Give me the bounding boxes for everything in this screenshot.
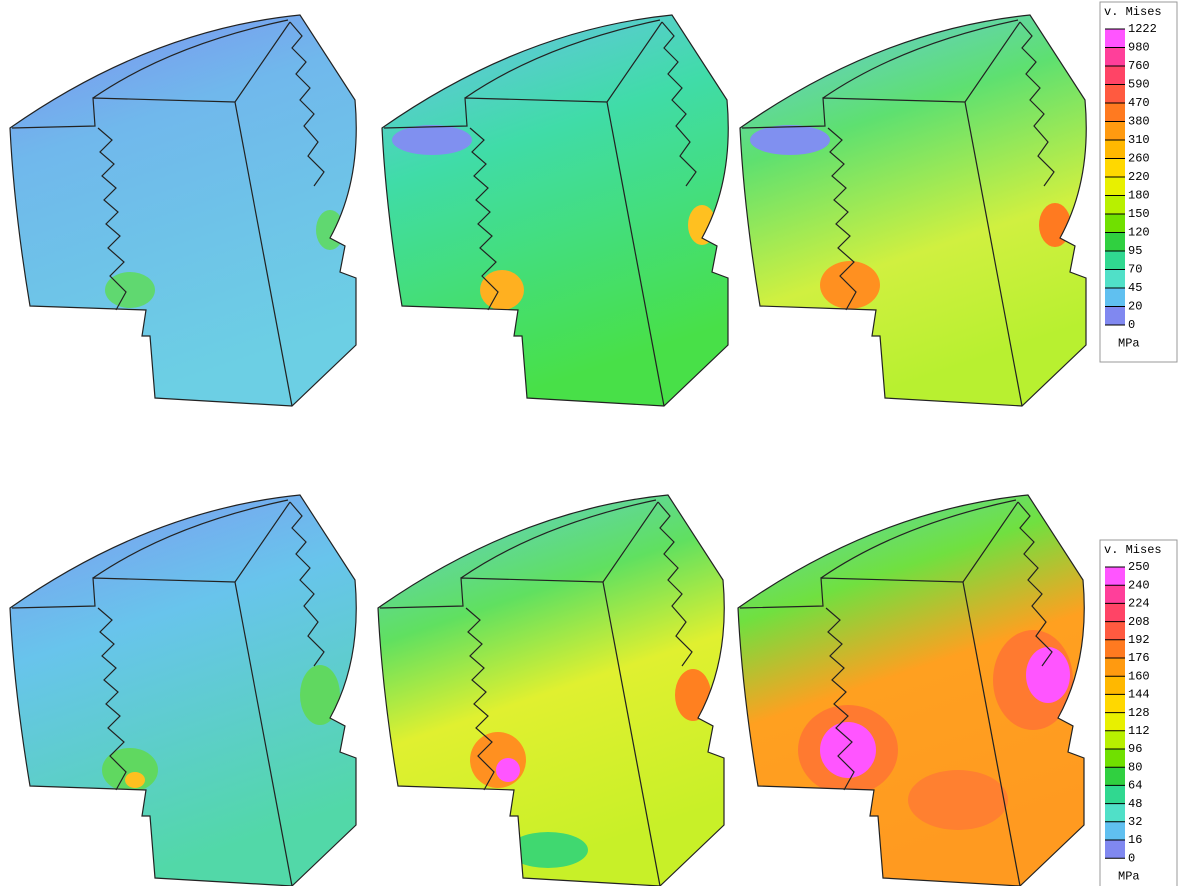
specimen bbox=[737, 494, 1085, 886]
legend-label: 0 bbox=[1128, 851, 1135, 865]
legend-label: 128 bbox=[1128, 706, 1150, 720]
color-swatch bbox=[1105, 730, 1125, 749]
color-swatch bbox=[1105, 676, 1125, 695]
color-swatch bbox=[1105, 840, 1125, 859]
color-swatch bbox=[1105, 84, 1125, 103]
legend-label: 220 bbox=[1128, 170, 1150, 184]
legend-label: 180 bbox=[1128, 189, 1150, 203]
color-swatch bbox=[1105, 47, 1125, 66]
specimen bbox=[377, 494, 725, 886]
color-swatch bbox=[1105, 29, 1125, 48]
color-swatch bbox=[1105, 603, 1125, 622]
legend-unit: MPa bbox=[1118, 870, 1140, 884]
color-swatch bbox=[1105, 785, 1125, 804]
legend-label: 224 bbox=[1128, 597, 1150, 611]
color-swatch bbox=[1105, 66, 1125, 85]
legend-label: 144 bbox=[1128, 688, 1150, 702]
legend-label: 980 bbox=[1128, 41, 1150, 55]
legend-title: v. Mises bbox=[1104, 5, 1162, 19]
legend-label: 20 bbox=[1128, 300, 1142, 314]
color-swatch bbox=[1105, 195, 1125, 214]
legend-title: v. Mises bbox=[1104, 543, 1162, 557]
legend-label: 150 bbox=[1128, 207, 1150, 221]
specimen bbox=[9, 14, 357, 407]
legend-label: 120 bbox=[1128, 226, 1150, 240]
legend-label: 70 bbox=[1128, 263, 1142, 277]
legend-label: 380 bbox=[1128, 115, 1150, 129]
specimen bbox=[381, 14, 729, 407]
legend-label: 1222 bbox=[1128, 22, 1157, 36]
specimen bbox=[9, 494, 357, 886]
color-swatch bbox=[1105, 567, 1125, 586]
color-swatch bbox=[1105, 214, 1125, 233]
color-swatch bbox=[1105, 306, 1125, 325]
legend-label: 45 bbox=[1128, 281, 1142, 295]
legend-label: 260 bbox=[1128, 152, 1150, 166]
color-swatch bbox=[1105, 658, 1125, 677]
color-swatch bbox=[1105, 177, 1125, 196]
legend-label: 240 bbox=[1128, 578, 1150, 592]
color-swatch bbox=[1105, 694, 1125, 713]
color-swatch bbox=[1105, 767, 1125, 786]
legend-label: 64 bbox=[1128, 779, 1142, 793]
legend-unit: MPa bbox=[1118, 337, 1140, 351]
color-swatch bbox=[1105, 251, 1125, 270]
color-swatch bbox=[1105, 158, 1125, 177]
legend-label: 95 bbox=[1128, 244, 1142, 258]
legend-label: 96 bbox=[1128, 742, 1142, 756]
legend-label: 32 bbox=[1128, 815, 1142, 829]
legend-label: 160 bbox=[1128, 669, 1150, 683]
specimen bbox=[739, 14, 1087, 407]
legend-label: 250 bbox=[1128, 560, 1150, 574]
color-swatch bbox=[1105, 103, 1125, 122]
legend: v. Mises25024022420819217616014412811296… bbox=[1099, 539, 1178, 886]
legend-label: 16 bbox=[1128, 833, 1142, 847]
color-swatch bbox=[1105, 269, 1125, 288]
legend-label: 0 bbox=[1128, 318, 1135, 332]
color-swatch bbox=[1105, 140, 1125, 159]
legend-label: 80 bbox=[1128, 760, 1142, 774]
legend-label: 590 bbox=[1128, 78, 1150, 92]
legend: v. Mises 1222 980 760 590 470 380 310 260 220 180 1… bbox=[1099, 1, 1178, 363]
legend-label: 176 bbox=[1128, 651, 1150, 665]
color-swatch bbox=[1105, 639, 1125, 658]
color-swatch bbox=[1105, 232, 1125, 251]
color-swatch bbox=[1105, 585, 1125, 604]
color-swatch bbox=[1105, 621, 1125, 640]
color-swatch bbox=[1105, 803, 1125, 822]
color-swatch bbox=[1105, 121, 1125, 140]
legend-label: 310 bbox=[1128, 133, 1150, 147]
legend-label: 760 bbox=[1128, 59, 1150, 73]
legend-label: 192 bbox=[1128, 633, 1150, 647]
color-swatch bbox=[1105, 712, 1125, 731]
legend-label: 48 bbox=[1128, 797, 1142, 811]
color-swatch bbox=[1105, 288, 1125, 307]
legend-label: 208 bbox=[1128, 615, 1150, 629]
color-swatch bbox=[1105, 749, 1125, 768]
color-swatch bbox=[1105, 821, 1125, 840]
legend-label: 470 bbox=[1128, 96, 1150, 110]
legend-label: 112 bbox=[1128, 724, 1150, 738]
